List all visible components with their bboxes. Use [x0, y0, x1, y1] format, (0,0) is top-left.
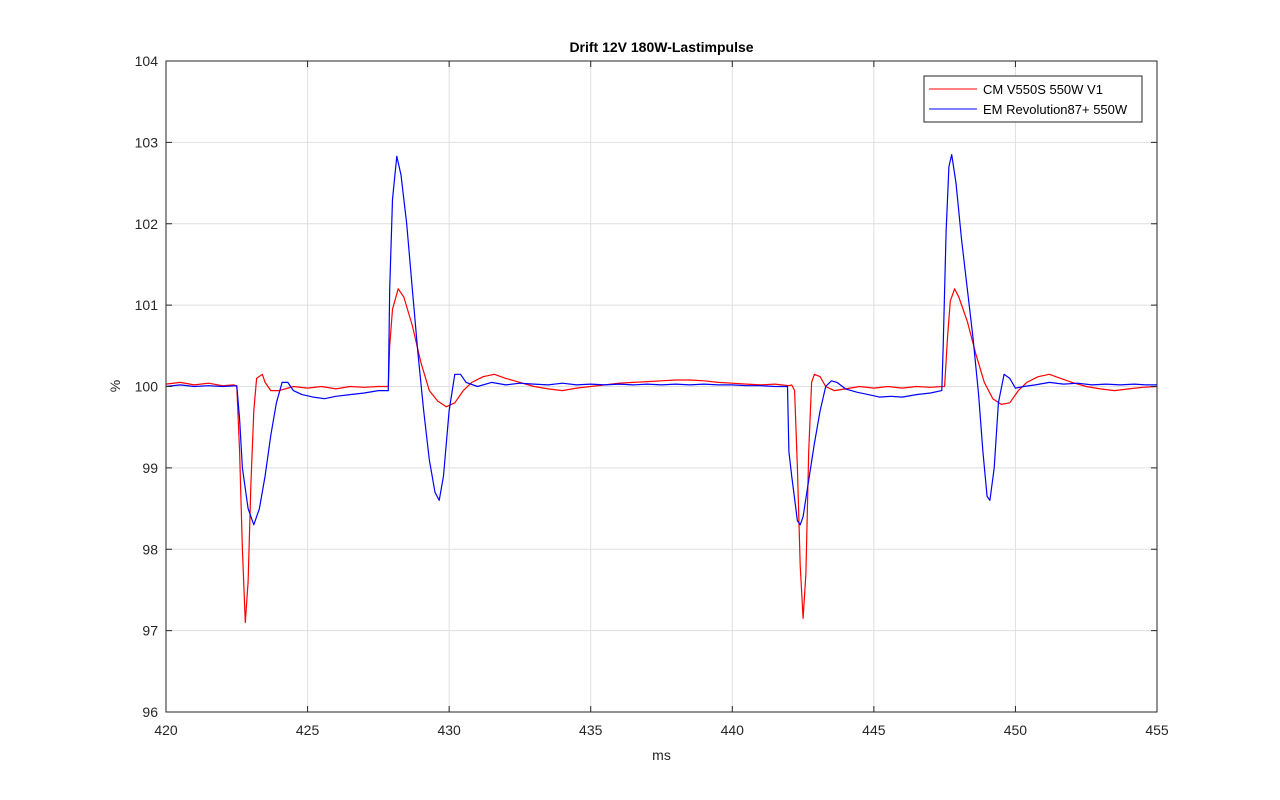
series-line-cm-v550s [165, 288, 1158, 624]
x-tick-label: 455 [1145, 722, 1169, 738]
y-tick-label: 104 [135, 53, 159, 69]
y-tick-label: 99 [142, 460, 158, 476]
y-tick-label: 101 [135, 297, 159, 313]
y-tick-label: 96 [142, 704, 158, 720]
legend-box [923, 75, 1143, 123]
series-layer [165, 154, 1158, 624]
x-axis-label: ms [652, 747, 671, 763]
grid [166, 61, 1157, 712]
x-tick-label: 450 [1004, 722, 1028, 738]
chart-title: Drift 12V 180W-Lastimpulse [569, 39, 753, 55]
x-tick-label: 435 [579, 722, 603, 738]
y-tick-label: 98 [142, 541, 158, 557]
series-line-em-revolution87 [165, 154, 1157, 526]
legend-entry-em: EM Revolution87+ 550W [983, 102, 1128, 117]
x-tick-label: 420 [154, 722, 178, 738]
x-tick-label: 430 [437, 722, 461, 738]
x-tick-label: 440 [721, 722, 745, 738]
legend: CM V550S 550W V1 EM Revolution87+ 550W [923, 75, 1143, 123]
x-tick-label: 445 [862, 722, 886, 738]
y-tick-label: 100 [135, 379, 159, 395]
y-tick-label: 97 [142, 623, 158, 639]
y-tick-label: 103 [135, 134, 159, 150]
x-tick-label: 425 [296, 722, 320, 738]
legend-entry-cm: CM V550S 550W V1 [983, 82, 1103, 97]
y-tick-label: 102 [135, 216, 159, 232]
ticks: 420 425 430 435 440 445 450 455 96 97 98 99 100 101 10… [135, 53, 1169, 738]
y-axis-label: % [107, 380, 123, 392]
